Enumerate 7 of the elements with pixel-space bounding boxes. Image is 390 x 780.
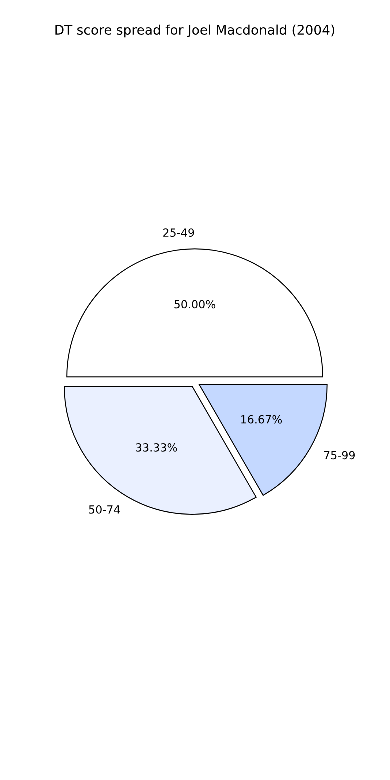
data-label: 33.33% [136,443,178,452]
slice-label: 75-99 [324,451,356,460]
data-label: 16.67% [242,415,282,424]
data-label: 50.00% [174,300,216,309]
slice-label: 25-49 [164,228,194,238]
slice-label: 50-74 [89,506,120,514]
chart-title: DT score spread for Joel Macdonald (2004) [56,24,334,38]
